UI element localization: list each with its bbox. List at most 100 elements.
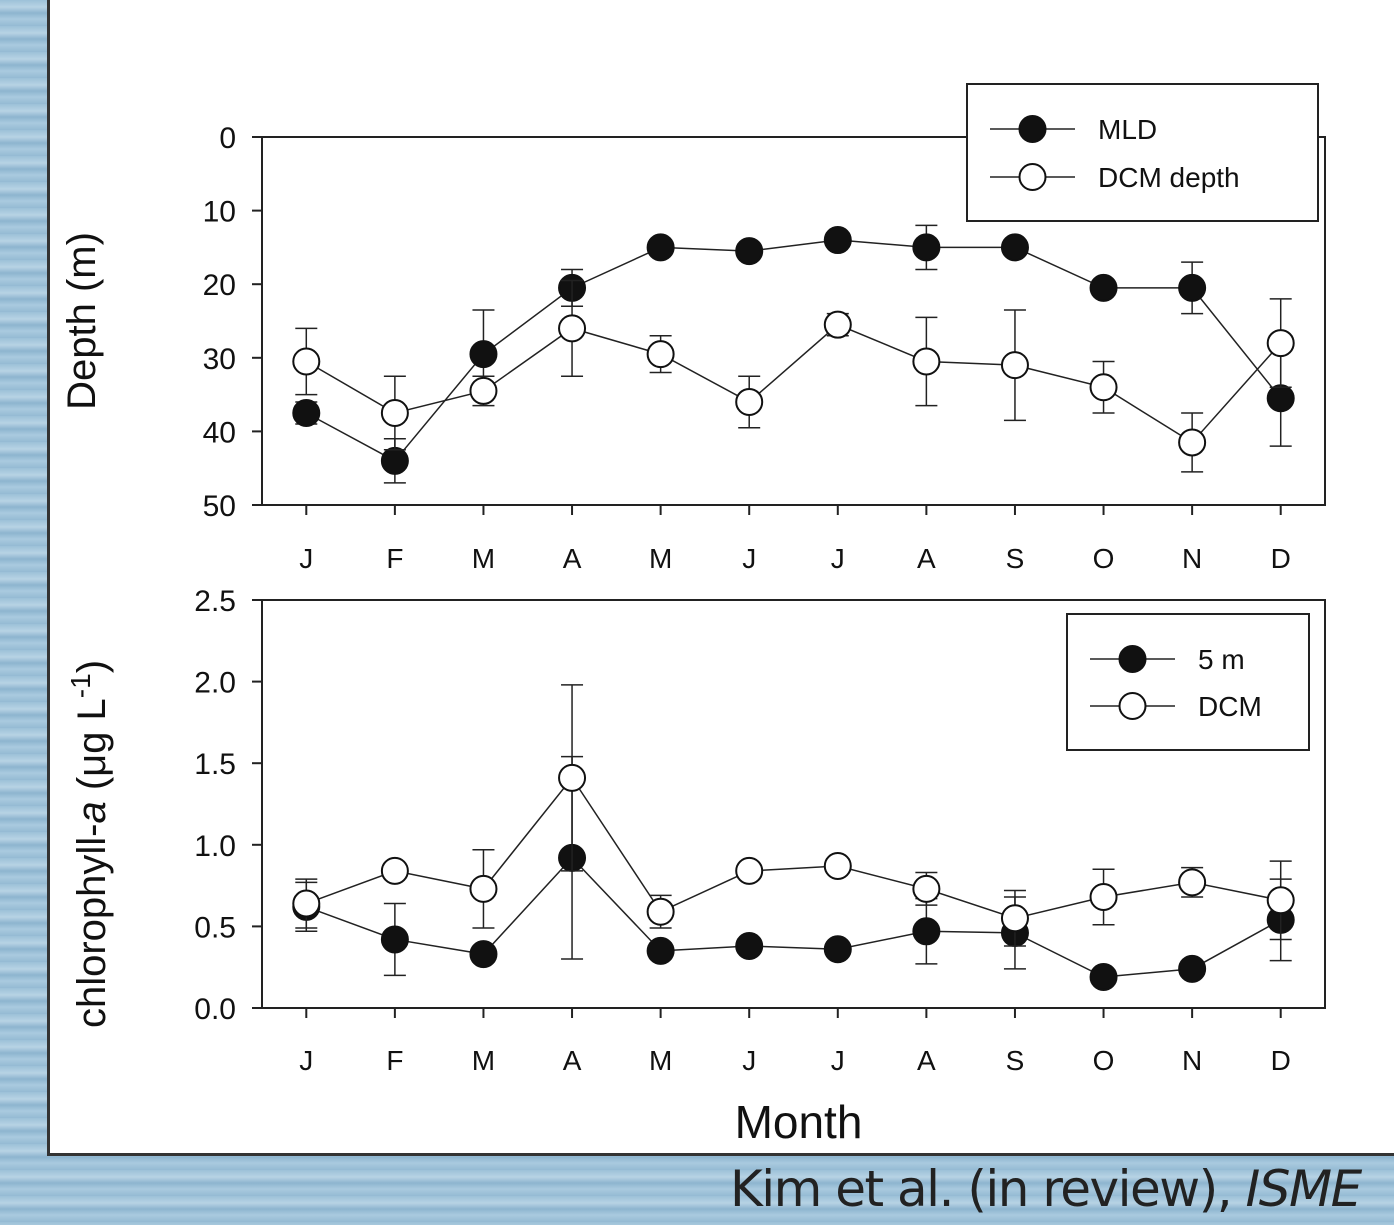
series-line <box>305 239 1282 462</box>
marker <box>823 310 852 339</box>
x-tick-label: J <box>831 543 845 574</box>
legend-marker <box>1118 645 1147 673</box>
marker <box>1178 868 1207 897</box>
y-tick-label: 2.5 <box>194 585 236 618</box>
marker <box>912 874 941 903</box>
marker <box>823 935 852 964</box>
marker <box>735 931 764 960</box>
marker <box>1089 962 1118 991</box>
x-tick-label: O <box>1093 543 1115 574</box>
x-tick-label: M <box>649 543 672 574</box>
marker <box>735 856 764 885</box>
y-axis-label-part: ) <box>70 660 114 673</box>
plot-frame <box>261 599 1326 1009</box>
y-axis-label-part: -1 <box>65 673 96 698</box>
y-axis-label-part: chlorophyll- <box>70 824 114 1029</box>
y-axis-label-part: a <box>70 801 114 823</box>
marker <box>1178 273 1207 302</box>
x-tick-label: M <box>472 543 495 574</box>
legend-box <box>1066 613 1310 751</box>
plot-frame <box>261 136 1326 506</box>
x-tick-label: J <box>299 1045 313 1076</box>
x-tick-label: A <box>563 543 582 574</box>
y-tick-label: 50 <box>203 490 236 523</box>
marker <box>912 233 941 262</box>
y-tick-label: 2.0 <box>194 667 236 700</box>
marker <box>646 340 675 369</box>
y-axis-label: Depth (m) <box>60 232 104 410</box>
marker <box>558 763 587 792</box>
marker <box>380 446 409 475</box>
marker <box>735 237 764 266</box>
y-tick-label: 0.5 <box>194 911 236 944</box>
marker <box>380 399 409 427</box>
series-line <box>305 323 1282 444</box>
citation-text: Kim et al. (in review), <box>730 1160 1246 1218</box>
marker <box>292 347 321 376</box>
x-tick-label: F <box>386 1045 403 1076</box>
x-tick-label: J <box>299 543 313 574</box>
x-tick-label: J <box>742 543 756 574</box>
chart: 0 10 20 30 40 50 J F M A M J J A S O N D Depth (m) MLD DCM d… <box>60 83 1326 1148</box>
legend-label: DCM <box>1198 691 1262 722</box>
marker <box>380 856 409 885</box>
x-tick-label: M <box>649 1045 672 1076</box>
y-axis-label-part: (μg L <box>70 698 114 801</box>
series-line <box>306 856 1282 978</box>
y-tick-label: 40 <box>203 416 236 449</box>
y-tick-label: 1.5 <box>194 748 236 781</box>
x-tick-label: S <box>1006 1045 1025 1076</box>
marker <box>558 314 587 343</box>
x-tick-label: A <box>917 1045 936 1076</box>
x-tick-label: N <box>1182 1045 1202 1076</box>
series-line <box>306 776 1281 920</box>
y-tick-label: 30 <box>203 343 236 376</box>
marker <box>469 376 498 405</box>
x-tick-label: D <box>1271 543 1291 574</box>
marker <box>292 889 321 918</box>
marker <box>646 897 675 926</box>
x-tick-label: O <box>1093 1045 1115 1076</box>
citation: Kim et al. (in review), ISME <box>730 1160 1362 1218</box>
y-tick-label: 1.0 <box>194 830 236 863</box>
marker <box>1000 351 1029 380</box>
legend-marker <box>1018 163 1047 191</box>
marker <box>823 226 852 255</box>
legend-box <box>966 83 1319 222</box>
legend-label: 5 m <box>1198 644 1245 675</box>
marker <box>469 340 498 369</box>
legend-label: MLD <box>1098 114 1157 145</box>
marker <box>1000 233 1029 262</box>
marker <box>646 936 675 965</box>
legend-marker <box>1018 115 1047 143</box>
marker <box>292 399 321 427</box>
x-tick-label: A <box>563 1045 582 1076</box>
marker <box>380 925 409 954</box>
marker <box>1089 373 1118 402</box>
x-tick-label: S <box>1006 543 1025 574</box>
marker <box>912 917 941 946</box>
marker <box>1178 954 1207 983</box>
marker <box>1178 428 1207 457</box>
marker <box>1089 883 1118 912</box>
marker <box>646 233 675 262</box>
legend-marker <box>1118 692 1147 720</box>
y-tick-label: 0 <box>219 122 236 155</box>
y-tick-label: 0.0 <box>194 993 236 1026</box>
x-tick-label: A <box>917 543 936 574</box>
marker <box>1266 384 1295 413</box>
legend-label: DCM depth <box>1098 162 1240 193</box>
marker <box>912 347 941 376</box>
x-axis-label: Month <box>735 1096 863 1148</box>
marker <box>1089 273 1118 302</box>
x-tick-label: N <box>1182 543 1202 574</box>
y-tick-label: 20 <box>203 269 236 302</box>
marker <box>469 940 498 969</box>
x-tick-label: M <box>472 1045 495 1076</box>
x-tick-label: F <box>386 543 403 574</box>
y-axis-label: chlorophyll-a (μg L-1) <box>65 660 115 1028</box>
y-tick-label: 10 <box>203 196 236 229</box>
marker <box>823 852 852 881</box>
marker <box>1266 886 1295 915</box>
